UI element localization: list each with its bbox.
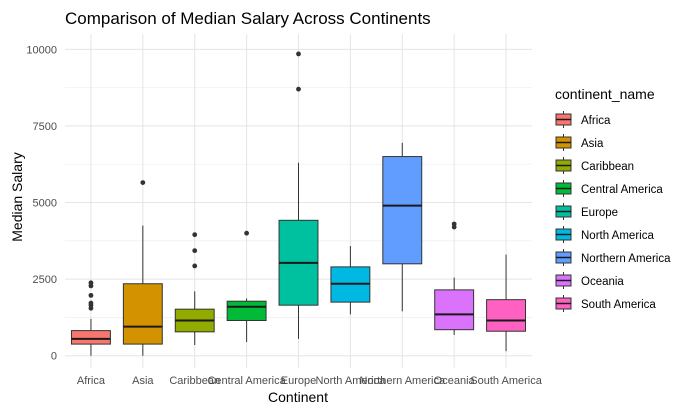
legend-item: Caribbean <box>555 157 634 174</box>
outlier-point <box>88 280 94 286</box>
legend-item: North America <box>555 226 654 243</box>
boxes <box>70 51 527 356</box>
box-body <box>226 300 267 322</box>
outlier-point <box>88 292 94 298</box>
y-tick-labels: 0 2500 5000 7500 10000 <box>26 44 57 362</box>
x-tick-label: South America <box>470 375 542 387</box>
box-body <box>486 299 527 332</box>
x-tick-label: Central America <box>207 375 286 387</box>
legend-label: Central America <box>581 184 663 196</box>
outlier-point <box>451 221 457 227</box>
box-south-america <box>486 254 527 352</box>
y-axis-label: Median Salary <box>9 152 25 242</box>
y-tick-label: 7500 <box>33 121 57 133</box>
outlier-point <box>296 86 301 92</box>
x-tick-label: Caribbean <box>169 375 220 387</box>
y-tick-label: 0 <box>51 351 57 363</box>
outlier-point <box>296 51 301 57</box>
legend-item: Central America <box>555 180 663 197</box>
box-body <box>70 330 111 345</box>
x-tick-label: North America <box>316 375 387 387</box>
y-tick-label: 2500 <box>33 274 57 286</box>
legend-item: Africa <box>555 111 611 128</box>
chart-title: Comparison of Median Salary Across Conti… <box>65 9 431 28</box>
x-tick-label: Oceania <box>434 375 476 387</box>
legend-item: South America <box>555 295 656 312</box>
outlier-point <box>244 230 250 236</box>
box-northern-america <box>382 142 423 312</box>
box-body <box>382 156 423 265</box>
legend-item: Europe <box>555 203 618 220</box>
legend-item: Oceania <box>555 272 624 289</box>
box-body <box>434 289 475 331</box>
y-tick-label: 5000 <box>33 198 57 210</box>
x-tick-label: Northern America <box>359 375 445 387</box>
legend-label: Oceania <box>581 276 624 288</box>
legend-label: Europe <box>581 207 618 219</box>
legend: continent_name Africa Asia Caribbean Centra… <box>555 86 671 312</box>
box-africa <box>70 280 111 356</box>
outlier-point <box>192 232 198 238</box>
x-tick-label: Asia <box>132 375 154 387</box>
legend-label: South America <box>581 299 656 311</box>
box-body <box>122 283 163 345</box>
box-asia <box>122 180 163 356</box>
legend-label: Asia <box>581 138 604 150</box>
x-axis-label: Continent <box>268 389 328 405</box>
box-europe <box>278 51 319 339</box>
legend-title: continent_name <box>555 86 655 102</box>
outlier-point <box>192 263 198 269</box>
legend-item: Northern America <box>555 249 671 266</box>
legend-label: Africa <box>581 115 611 127</box>
box-central-america <box>226 230 267 342</box>
outlier-point <box>140 180 146 186</box>
outlier-point <box>192 248 198 254</box>
outlier-point <box>88 300 94 306</box>
legend-item: Asia <box>555 134 604 151</box>
legend-label: North America <box>581 230 654 242</box>
box-caribbean <box>174 232 215 346</box>
box-oceania <box>434 221 475 335</box>
box-north-america <box>330 246 371 315</box>
x-tick-label: Europe <box>281 375 316 387</box>
legend-label: Caribbean <box>581 161 634 173</box>
y-tick-label: 10000 <box>26 44 57 56</box>
legend-label: Northern America <box>581 253 671 265</box>
x-tick-label: Africa <box>77 375 106 387</box>
